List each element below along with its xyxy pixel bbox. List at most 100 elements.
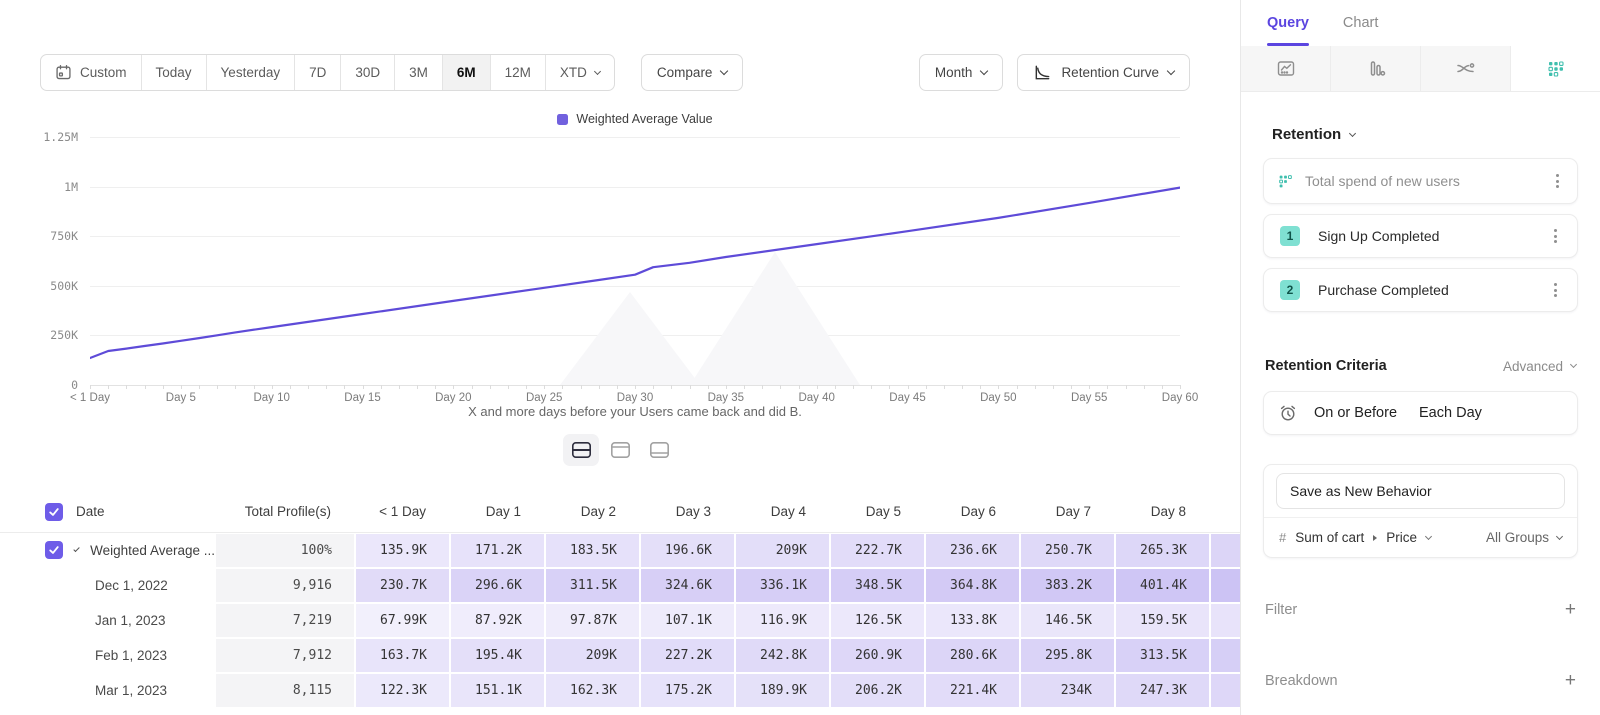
column-header: Day 3 <box>640 492 735 533</box>
weighted-average-line <box>90 186 1180 360</box>
retention-value-cell: 196.6K <box>640 532 735 568</box>
compare-button[interactable]: Compare <box>640 54 744 91</box>
x-axis-tick-label: Day 55 <box>1070 392 1108 404</box>
retention-value-cell: 242.8K <box>735 638 830 673</box>
chart-plot-svg <box>90 186 1180 385</box>
x-axis-tick-label: Day 45 <box>889 392 926 404</box>
metric-subproperty-label[interactable]: Price <box>1386 530 1418 545</box>
x-axis-tick <box>725 385 727 389</box>
behavior-step-1[interactable]: 1 Sign Up Completed <box>1263 214 1578 258</box>
view-toggle-top-pane-view[interactable] <box>602 434 638 466</box>
retention-value-cell: 236.6K <box>925 532 1020 568</box>
row-checkbox[interactable] <box>45 541 63 559</box>
expand-row-chevron-icon[interactable] <box>73 545 80 552</box>
x-axis-tick <box>544 385 546 389</box>
column-header: Day 8 <box>1115 492 1210 533</box>
report-toolbar: Custom Today Yesterday 7D 30D 3M 6M 12M XTD Comp… <box>40 54 1190 91</box>
x-axis-tick <box>853 385 854 389</box>
retention-value-cell: 222.7K <box>830 532 925 568</box>
retention-value-cell: 209K <box>735 532 830 568</box>
x-axis-tick <box>90 385 91 389</box>
granularity-label: Month <box>934 65 973 80</box>
date-range-7d[interactable]: 7D <box>294 55 340 90</box>
date-range-today[interactable]: Today <box>140 55 206 90</box>
x-axis-tick <box>744 385 745 389</box>
kebab-menu-icon[interactable] <box>1550 225 1561 247</box>
report-tab-funnels[interactable] <box>1331 46 1421 91</box>
column-header: Day 6 <box>925 492 1020 533</box>
report-tab-insights[interactable] <box>1241 46 1331 91</box>
x-axis-tick <box>998 385 1000 389</box>
behavior-steps: 1 Sign Up Completed 2 Purchase Completed <box>1263 214 1578 312</box>
x-axis-tick <box>1180 385 1181 389</box>
view-toggle-bottom-pane-view[interactable] <box>641 434 677 466</box>
retention-section-dropdown[interactable]: Retention <box>1272 126 1578 143</box>
report-tab-retention[interactable] <box>1511 46 1600 91</box>
criteria-mode-dropdown[interactable]: Advanced <box>1503 359 1578 374</box>
x-axis-tick <box>980 385 982 389</box>
x-axis-tick <box>126 385 128 389</box>
date-range-30d[interactable]: 30D <box>340 55 394 90</box>
chart-type-dropdown[interactable]: Retention Curve <box>1017 54 1190 91</box>
chevron-down-icon <box>1166 66 1176 76</box>
x-axis-tick <box>362 385 364 389</box>
chart-legend[interactable]: Weighted Average Value <box>90 112 1180 126</box>
table-row: Feb 1, 2023 7,912 163.7K 195.4K 209K 227.2K 24… <box>0 638 1240 673</box>
x-axis-tick <box>417 385 418 389</box>
flows-icon <box>1455 59 1476 78</box>
x-axis-tick <box>253 385 255 389</box>
date-range-6m[interactable]: 6M <box>441 55 490 90</box>
total-profiles-cell: 7,219 <box>215 603 355 638</box>
x-axis-tick-label: Day 35 <box>707 392 745 404</box>
criteria-condition-card[interactable]: On or Before Each Day <box>1263 391 1578 435</box>
layout-view-toggles <box>0 434 1240 466</box>
row-date-label: Dec 1, 2022 <box>95 577 168 593</box>
retention-value-cell: 280.6K <box>925 638 1020 673</box>
behavior-card[interactable]: Total spend of new users <box>1263 158 1578 204</box>
behavior-step-2[interactable]: 2 Purchase Completed <box>1263 268 1578 312</box>
x-axis-tick <box>962 385 963 389</box>
query-panel-body: Retention Total spend of new users <box>1241 92 1600 690</box>
report-tab-flows[interactable] <box>1421 46 1511 91</box>
kebab-menu-icon[interactable] <box>1550 279 1561 301</box>
query-panel: Query Chart <box>1240 0 1600 715</box>
chevron-down-icon <box>1424 532 1433 540</box>
retention-value-cell: 383.2K <box>1020 568 1115 603</box>
view-toggle-split-view[interactable] <box>563 434 599 466</box>
caret-right-icon <box>1373 534 1378 541</box>
retention-value-cell: 313.5K <box>1115 638 1210 673</box>
select-all-checkbox[interactable] <box>45 502 63 521</box>
tab-query[interactable]: Query <box>1267 0 1309 46</box>
x-axis-tick <box>889 385 891 389</box>
x-axis-tick <box>1107 385 1109 389</box>
retention-value-cell-clipped <box>1210 532 1240 568</box>
add-breakdown-button[interactable]: + <box>1564 670 1576 691</box>
x-axis-tick <box>834 385 836 389</box>
numeric-property-icon: # <box>1279 530 1287 545</box>
granularity-dropdown[interactable]: Month <box>918 54 1004 91</box>
date-range-12m[interactable]: 12M <box>489 55 545 90</box>
tab-chart[interactable]: Chart <box>1343 0 1378 46</box>
date-range-yesterday[interactable]: Yesterday <box>205 55 295 90</box>
behavior-save-card: Save as New Behavior # Sum of cart Price… <box>1263 464 1578 558</box>
date-range-3m[interactable]: 3M <box>394 55 442 90</box>
x-axis-tick <box>562 385 564 389</box>
metric-property-label[interactable]: Sum of cart <box>1295 530 1365 545</box>
date-range-xtd[interactable]: XTD <box>544 55 614 90</box>
y-gridline <box>90 285 1180 287</box>
compare-label: Compare <box>656 65 713 80</box>
total-profiles-cell: 8,115 <box>215 673 355 708</box>
group-selector-dropdown[interactable]: All Groups <box>1486 530 1564 545</box>
save-as-new-behavior-button[interactable]: Save as New Behavior <box>1276 473 1565 509</box>
retention-value-cell: 364.8K <box>925 568 1020 603</box>
x-axis-tick <box>943 385 945 389</box>
date-range-label: XTD <box>559 65 587 80</box>
date-range-custom[interactable]: Custom <box>41 55 141 90</box>
row-date-label: Weighted Average ... <box>90 542 215 558</box>
x-axis-tick <box>435 385 437 389</box>
retention-value-cell-clipped <box>1210 673 1240 708</box>
add-filter-button[interactable]: + <box>1564 599 1576 620</box>
kebab-menu-icon[interactable] <box>1552 170 1563 192</box>
retention-table: Date Total Profile(s) < 1 Day Day 1 Day 2 Day… <box>0 492 1240 708</box>
y-axis-tick-label: 750K <box>50 229 78 244</box>
